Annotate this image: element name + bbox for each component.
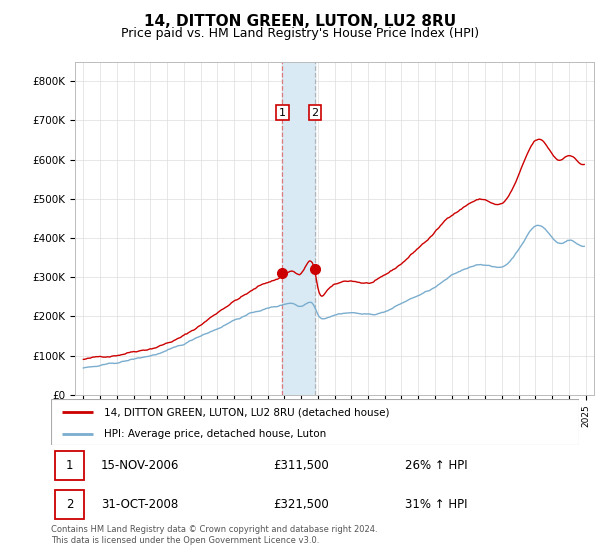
Text: HPI: Average price, detached house, Luton: HPI: Average price, detached house, Luto… bbox=[104, 429, 326, 438]
Text: 2: 2 bbox=[311, 108, 319, 118]
Text: £321,500: £321,500 bbox=[273, 498, 329, 511]
Text: £311,500: £311,500 bbox=[273, 459, 329, 472]
Text: 1: 1 bbox=[279, 108, 286, 118]
Bar bbox=[282, 62, 315, 395]
Text: 1: 1 bbox=[66, 459, 73, 472]
Bar bbox=[55, 451, 84, 480]
Bar bbox=[55, 491, 84, 519]
Text: 2: 2 bbox=[66, 498, 73, 511]
Text: 31% ↑ HPI: 31% ↑ HPI bbox=[405, 498, 467, 511]
Text: 26% ↑ HPI: 26% ↑ HPI bbox=[405, 459, 467, 472]
Text: 31-OCT-2008: 31-OCT-2008 bbox=[101, 498, 178, 511]
Text: Price paid vs. HM Land Registry's House Price Index (HPI): Price paid vs. HM Land Registry's House … bbox=[121, 27, 479, 40]
Text: Contains HM Land Registry data © Crown copyright and database right 2024.
This d: Contains HM Land Registry data © Crown c… bbox=[51, 525, 377, 545]
Text: 15-NOV-2006: 15-NOV-2006 bbox=[101, 459, 179, 472]
Text: 14, DITTON GREEN, LUTON, LU2 8RU: 14, DITTON GREEN, LUTON, LU2 8RU bbox=[144, 14, 456, 29]
Text: 14, DITTON GREEN, LUTON, LU2 8RU (detached house): 14, DITTON GREEN, LUTON, LU2 8RU (detach… bbox=[104, 407, 389, 417]
